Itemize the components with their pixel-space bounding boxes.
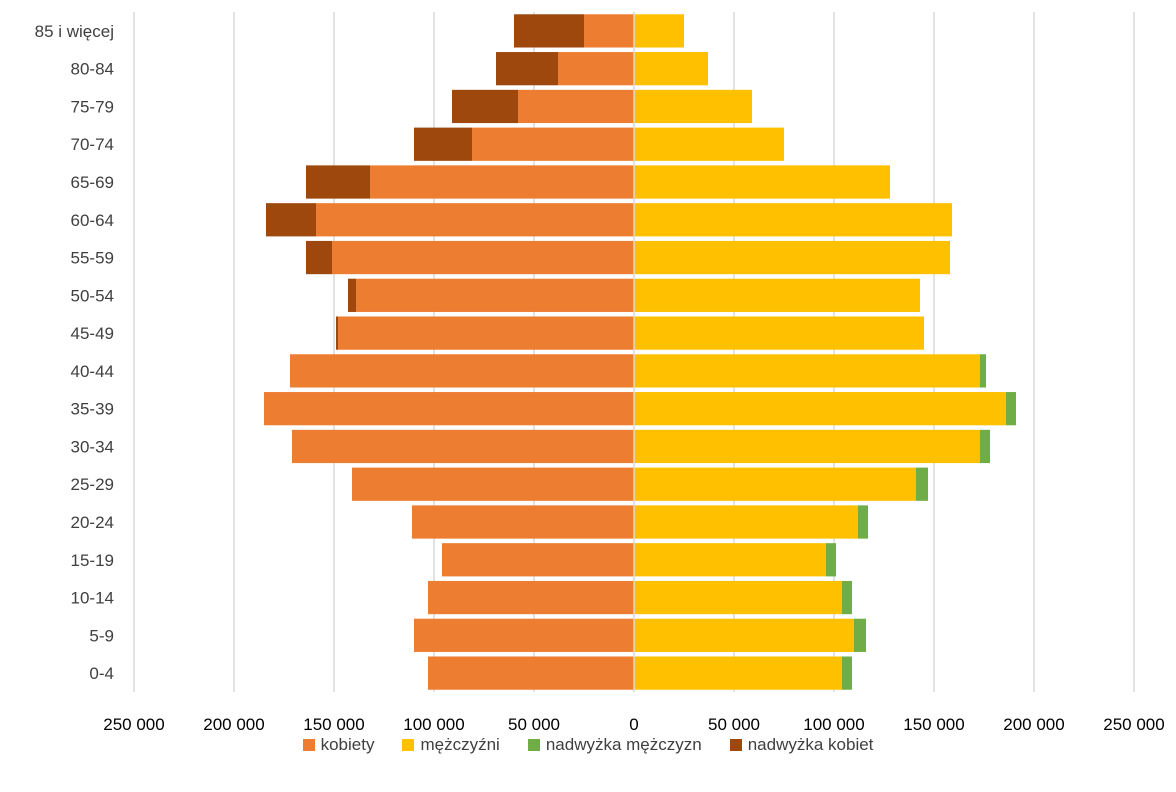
bar-nadwyżka-mężczyzn (1006, 392, 1016, 426)
bar-nadwyżka-mężczyzn (842, 580, 852, 615)
bar-nadwyżka-kobiet (348, 278, 356, 312)
bar-kobiety (292, 429, 634, 464)
bar-nadwyżka-mężczyzn (858, 505, 868, 539)
y-tick-label: 80-84 (71, 60, 114, 79)
bar-mężczyźni (634, 467, 916, 501)
bar-mężczyźni (634, 580, 842, 615)
bar-mężczyźni (634, 656, 842, 690)
bar-mężczyźni (634, 429, 980, 464)
bar-mężczyźni (634, 127, 784, 161)
bar-nadwyżka-kobiet (496, 52, 558, 86)
legend-label: mężczyźni (420, 735, 500, 754)
bar-kobiety (558, 52, 634, 86)
bar-nadwyżka-kobiet (306, 240, 332, 275)
bar-kobiety (584, 14, 634, 48)
bar-kobiety (428, 656, 634, 690)
y-tick-label: 70-74 (71, 135, 114, 154)
bar-nadwyżka-mężczyzn (980, 354, 986, 388)
bar-mężczyźni (634, 618, 854, 652)
bar-kobiety (442, 543, 634, 577)
y-tick-label: 85 i więcej (35, 22, 114, 41)
x-tick-label: 250 000 (103, 715, 164, 734)
bar-nadwyżka-kobiet (266, 203, 316, 237)
legend: kobiety mężczyźni nadwyżka mężczyzn nadwyżk… (0, 735, 1176, 755)
y-tick-label: 10-14 (71, 589, 114, 608)
bar-kobiety (414, 618, 634, 652)
bar-kobiety (428, 580, 634, 615)
legend-label: nadwyżka kobiet (747, 735, 874, 754)
y-tick-label: 15-19 (71, 551, 114, 570)
x-tick-label: 150 000 (303, 715, 364, 734)
x-tick-label: 100 000 (403, 715, 464, 734)
bar-kobiety (316, 203, 634, 237)
x-tick-label: 150 000 (903, 715, 964, 734)
bar-nadwyżka-kobiet (452, 89, 518, 124)
x-tick-label: 200 000 (1003, 715, 1064, 734)
x-tick-label: 0 (629, 715, 638, 734)
bar-nadwyżka-mężczyzn (854, 618, 866, 652)
bar-nadwyżka-kobiet (306, 165, 370, 199)
bar-mężczyźni (634, 543, 826, 577)
bar-mężczyźni (634, 240, 950, 275)
y-tick-label: 20-24 (71, 513, 114, 532)
bar-mężczyźni (634, 89, 752, 124)
bar-mężczyźni (634, 165, 890, 199)
x-tick-label: 50 000 (708, 715, 760, 734)
y-tick-label: 55-59 (71, 249, 114, 268)
bar-kobiety (352, 467, 634, 501)
bar-kobiety (518, 89, 634, 124)
bar-nadwyżka-kobiet (514, 14, 584, 48)
bar-nadwyżka-mężczyzn (842, 656, 852, 690)
bar-kobiety (356, 278, 634, 312)
legend-item: kobiety (302, 735, 375, 755)
x-tick-label: 200 000 (203, 715, 264, 734)
y-tick-label: 50-54 (71, 286, 114, 305)
y-tick-label: 30-34 (71, 437, 114, 456)
legend-swatch (402, 739, 415, 751)
bar-mężczyźni (634, 354, 980, 388)
y-tick-label: 60-64 (71, 211, 114, 230)
bar-mężczyźni (634, 316, 924, 350)
legend-item: nadwyżka mężczyzn (527, 735, 702, 755)
x-tick-label: 250 000 (1103, 715, 1164, 734)
legend-item: mężczyźni (402, 735, 500, 755)
bar-kobiety (472, 127, 634, 161)
legend-swatch (729, 739, 742, 751)
bar-nadwyżka-kobiet (336, 316, 338, 350)
bar-mężczyźni (634, 203, 952, 237)
bar-nadwyżka-kobiet (414, 127, 472, 161)
bar-kobiety (264, 392, 634, 426)
bar-mężczyźni (634, 278, 920, 312)
bar-mężczyźni (634, 52, 708, 86)
legend-item: nadwyżka kobiet (729, 735, 874, 755)
bar-kobiety (370, 165, 634, 199)
bar-kobiety (338, 316, 634, 350)
bar-kobiety (332, 240, 634, 275)
legend-swatch (527, 739, 540, 751)
x-tick-label: 100 000 (803, 715, 864, 734)
y-tick-label: 40-44 (71, 362, 114, 381)
bar-mężczyźni (634, 505, 858, 539)
y-tick-label: 65-69 (71, 173, 114, 192)
y-tick-label: 5-9 (89, 626, 114, 645)
y-tick-label: 25-29 (71, 475, 114, 494)
x-tick-label: 50 000 (508, 715, 560, 734)
y-tick-label: 45-49 (71, 324, 114, 343)
y-tick-label: 35-39 (71, 400, 114, 419)
legend-swatch (302, 739, 315, 751)
bar-nadwyżka-mężczyzn (916, 467, 928, 501)
y-tick-label: 75-79 (71, 97, 114, 116)
bar-kobiety (412, 505, 634, 539)
bar-mężczyźni (634, 14, 684, 48)
y-tick-label: 0-4 (89, 664, 114, 683)
bar-nadwyżka-mężczyzn (980, 429, 990, 464)
legend-label: kobiety (320, 735, 375, 754)
bar-nadwyżka-mężczyzn (826, 543, 836, 577)
bar-kobiety (290, 354, 634, 388)
legend-label: nadwyżka mężczyzn (545, 735, 702, 754)
bar-mężczyźni (634, 392, 1006, 426)
